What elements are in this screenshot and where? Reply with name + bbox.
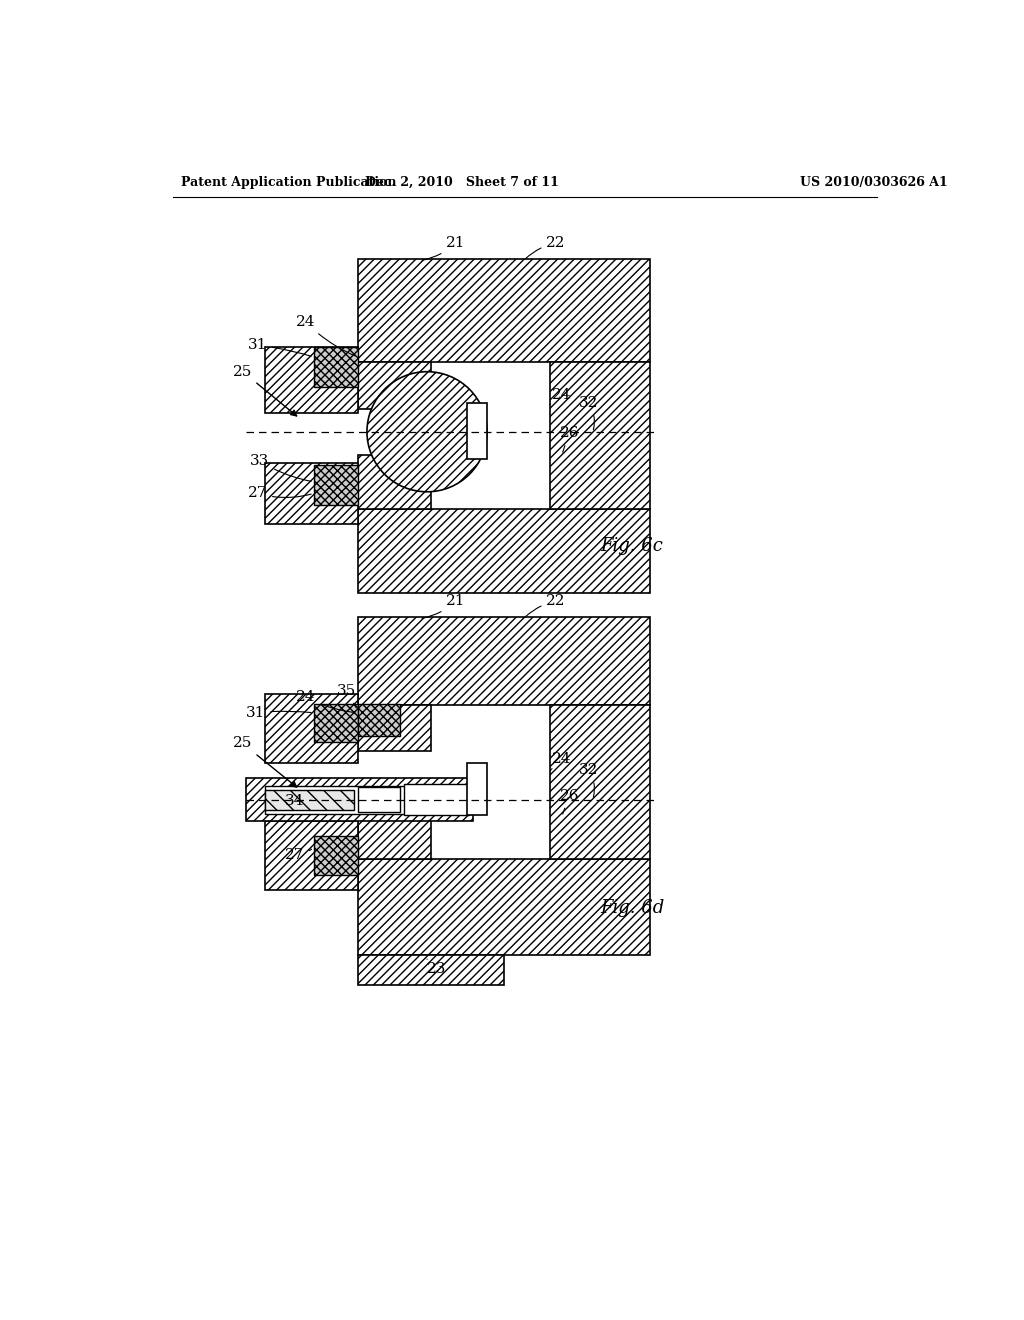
Bar	[265, 347, 357, 412]
Bar	[357, 259, 650, 363]
Text: 31: 31	[246, 706, 311, 719]
Bar	[265, 785, 473, 813]
Bar	[357, 508, 650, 594]
Bar	[403, 784, 469, 816]
Text: Dec. 2, 2010   Sheet 7 of 11: Dec. 2, 2010 Sheet 7 of 11	[365, 176, 559, 189]
Bar	[313, 465, 358, 506]
Text: Fig. 6d: Fig. 6d	[600, 899, 665, 917]
Text: 24: 24	[550, 752, 571, 771]
Text: 27: 27	[285, 849, 311, 862]
Text: Patent Application Publication: Patent Application Publication	[180, 176, 396, 189]
Text: 26: 26	[559, 426, 579, 453]
Text: US 2010/0303626 A1: US 2010/0303626 A1	[801, 176, 948, 189]
Bar	[550, 705, 650, 859]
Text: 27: 27	[248, 486, 311, 500]
Text: 21: 21	[422, 236, 466, 260]
Bar	[467, 404, 487, 459]
Bar	[357, 859, 650, 956]
Bar	[357, 705, 431, 751]
Text: 33: 33	[250, 454, 311, 482]
Text: 22: 22	[525, 594, 566, 616]
Text: 24: 24	[550, 388, 571, 405]
Text: 32: 32	[579, 396, 598, 430]
Bar	[265, 462, 357, 524]
Text: 22: 22	[525, 236, 566, 259]
Bar	[357, 455, 431, 508]
Bar	[265, 821, 357, 890]
Text: 32: 32	[579, 763, 598, 797]
Text: 31: 31	[248, 338, 311, 356]
Text: 21: 21	[422, 594, 466, 618]
Text: Fig. 6c: Fig. 6c	[600, 537, 664, 554]
Bar	[357, 813, 431, 859]
Text: 35: 35	[337, 684, 356, 708]
Bar	[265, 693, 357, 763]
Bar	[313, 836, 358, 875]
Bar	[357, 616, 650, 705]
Text: 34: 34	[285, 795, 311, 808]
Bar	[313, 347, 358, 387]
Text: 24: 24	[296, 315, 355, 356]
Bar	[313, 704, 358, 742]
Text: 25: 25	[233, 737, 297, 787]
Text: 23: 23	[427, 960, 446, 975]
Text: 24: 24	[296, 690, 355, 713]
Bar	[550, 363, 650, 508]
Bar	[246, 779, 473, 821]
Bar	[265, 789, 354, 810]
Bar	[357, 704, 400, 737]
Text: 25: 25	[233, 364, 297, 416]
Bar	[357, 956, 504, 985]
Ellipse shape	[367, 372, 487, 492]
Bar	[357, 363, 431, 409]
Bar	[467, 763, 487, 816]
Text: 26: 26	[559, 789, 579, 814]
Bar	[357, 788, 400, 812]
